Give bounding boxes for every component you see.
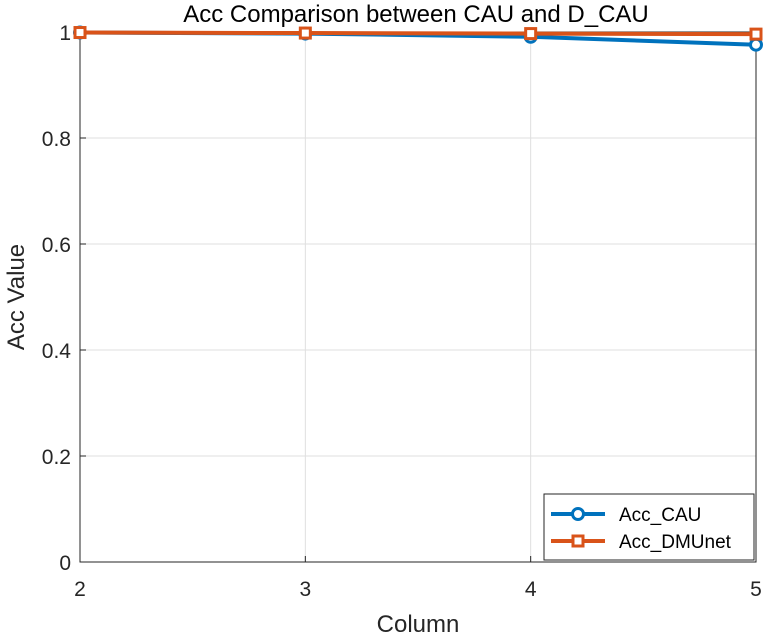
y-tick-label: 0 xyxy=(59,552,71,575)
x-tick-label: 4 xyxy=(525,578,537,601)
legend-label: Acc_CAU xyxy=(619,505,701,526)
data-point xyxy=(73,26,87,40)
data-point xyxy=(298,26,312,40)
y-tick-label: 0.6 xyxy=(42,234,71,257)
chart-title: Acc Comparison between CAU and D_CAU xyxy=(183,1,649,28)
legend-item: Acc_CAU xyxy=(551,505,701,526)
data-point xyxy=(524,27,538,41)
data-point xyxy=(749,37,763,52)
y-axis-ticks: 0 0.2 0.4 0.6 0.8 1 xyxy=(42,22,86,575)
series-line xyxy=(79,30,757,37)
legend-box xyxy=(543,493,755,561)
x-axis-label: Column xyxy=(377,611,460,635)
series-lines xyxy=(73,25,763,52)
y-tick-label: 0.4 xyxy=(42,340,72,363)
legend-marker xyxy=(571,534,585,548)
y-axis-label: Acc Value xyxy=(3,244,30,350)
legend-marker xyxy=(571,507,585,521)
x-tick-label: 3 xyxy=(299,578,311,601)
series-Acc_DMUnet xyxy=(73,26,763,41)
y-tick-label: 0.2 xyxy=(42,446,71,469)
legend-label: Acc_DMUnet xyxy=(619,532,732,553)
data-point xyxy=(749,27,763,41)
legend-item: Acc_DMUnet xyxy=(551,532,732,553)
x-tick-label: 2 xyxy=(74,578,86,601)
x-tick-label: 5 xyxy=(750,578,762,601)
legend: Acc_CAU Acc_DMUnet xyxy=(543,493,755,561)
x-axis-ticks: 2 3 4 5 xyxy=(74,556,762,601)
y-tick-label: 0.8 xyxy=(42,128,71,151)
y-tick-label: 1 xyxy=(59,22,71,45)
